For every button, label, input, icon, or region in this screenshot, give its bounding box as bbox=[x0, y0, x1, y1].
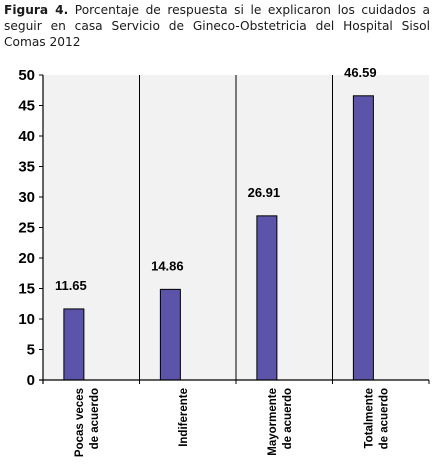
bar bbox=[159, 288, 181, 381]
y-tick-label: 10 bbox=[18, 311, 35, 328]
category-label: Indiferente bbox=[178, 388, 190, 447]
category-label: Mayormente de acuerdo bbox=[267, 388, 294, 456]
y-tick-label: 45 bbox=[18, 98, 35, 115]
category-label-line: Totalmente bbox=[363, 388, 375, 449]
category-label-line: de acuerdo bbox=[89, 388, 101, 449]
data-label: 14.86 bbox=[151, 258, 184, 273]
y-tick-label: 40 bbox=[18, 128, 35, 145]
data-label: 11.65 bbox=[55, 278, 87, 293]
category-label-line: Mayormente bbox=[267, 388, 279, 456]
y-tick-label: 30 bbox=[18, 189, 35, 206]
y-tick-label: 25 bbox=[18, 220, 35, 237]
y-axis-ticks: 0 5 10 15 20 25 30 35 40 45 50 bbox=[18, 67, 430, 389]
y-tick-label: 5 bbox=[27, 342, 35, 359]
figure-caption: Figura 4. Porcentaje de respuesta si le … bbox=[4, 2, 430, 50]
y-tick-label: 0 bbox=[27, 372, 35, 389]
bar bbox=[352, 95, 374, 381]
y-tick-label: 35 bbox=[18, 159, 35, 176]
y-tick-label: 50 bbox=[18, 67, 35, 84]
category-label: Pocas veces de acuerdo bbox=[74, 388, 101, 457]
bar bbox=[256, 215, 278, 381]
category-label-line: de acuerdo bbox=[378, 388, 390, 449]
y-tick-label: 15 bbox=[18, 281, 35, 298]
data-label: 46.59 bbox=[344, 65, 377, 80]
category-labels: Pocas veces de acuerdo Indiferente Mayormen… bbox=[74, 388, 390, 457]
data-label: 26.91 bbox=[248, 185, 281, 200]
category-label-line: Pocas veces bbox=[74, 388, 86, 457]
category-separators bbox=[139, 75, 333, 380]
category-label-line: de acuerdo bbox=[282, 388, 294, 449]
bar bbox=[63, 308, 85, 381]
data-labels: 11.65 14.86 26.91 46.59 bbox=[55, 65, 377, 293]
category-label-line: Indiferente bbox=[178, 388, 190, 447]
caption-label: Figura 4. bbox=[4, 3, 69, 17]
y-tick-label: 20 bbox=[18, 250, 35, 267]
category-label: Totalmente de acuerdo bbox=[363, 388, 390, 449]
caption-text: Porcentaje de respuesta si le explicaron… bbox=[4, 3, 430, 49]
